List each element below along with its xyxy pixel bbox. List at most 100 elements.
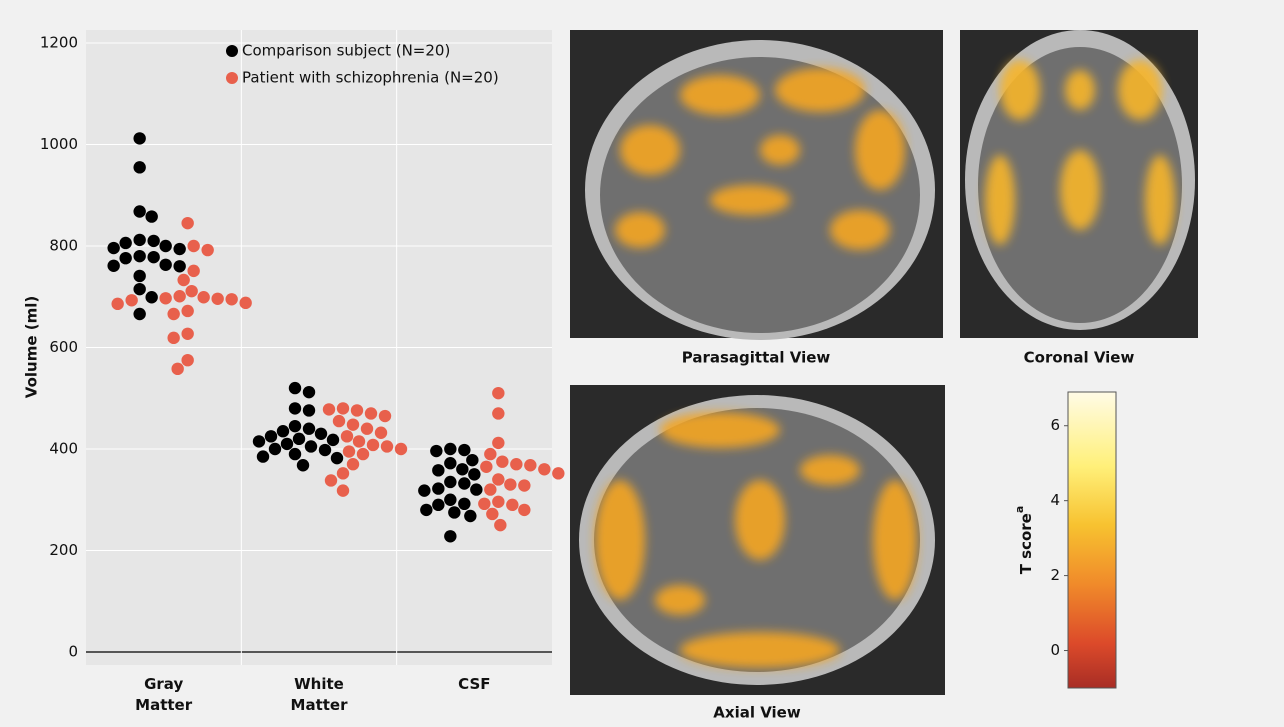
data-point [364,407,378,420]
data-point [420,503,433,517]
data-point [111,297,124,311]
data-point [225,293,238,306]
data-point [336,484,350,497]
image-caption: Axial View [713,704,801,722]
data-point [332,414,346,428]
data-point [346,458,360,471]
data-point [456,463,469,476]
data-point [418,484,431,497]
data-point [280,437,294,451]
data-point [133,249,146,263]
data-point [173,290,186,303]
image-caption: Coronal View [1024,349,1135,367]
data-point [430,444,443,458]
data-point [380,440,394,453]
legend-label: Patient with schizophrenia (N=20) [242,69,499,87]
data-point [276,425,290,438]
data-point [211,292,224,305]
data-point [484,483,497,496]
data-point [374,426,388,439]
colorbar [1067,391,1117,689]
data-point [288,419,302,433]
data-point [288,447,302,461]
x-tick-label: CSF [458,675,491,693]
data-point [107,241,120,255]
data-point [496,455,509,468]
data-point [478,497,491,511]
legend-label: Comparison subject (N=20) [242,42,450,60]
data-point [145,210,158,223]
data-point [432,464,445,477]
data-point [133,205,146,218]
y-tick-label: 1200 [40,34,78,52]
data-point [296,459,310,472]
data-point [288,381,302,395]
y-tick-label: 200 [49,541,78,559]
data-point [173,260,186,273]
data-point [492,386,505,400]
data-point [125,294,138,307]
data-point [468,468,481,481]
parasagittal-image [570,30,943,340]
data-point [336,467,350,480]
data-point [342,445,356,458]
data-point [356,447,370,461]
data-point [288,402,302,415]
data-point [119,251,132,265]
data-point [350,404,364,417]
data-point [252,435,266,448]
data-point [133,233,146,247]
data-point [239,296,252,310]
data-point [444,493,457,506]
data-point [484,447,497,461]
data-point [304,440,318,453]
data-point [314,427,328,440]
legend-marker [226,72,238,84]
data-point [492,436,505,450]
data-point [432,482,445,495]
data-point [492,407,505,420]
data-point [448,506,461,519]
axial-image [570,385,945,695]
coronal-image [960,30,1198,338]
y-axis-label: Volume (ml) [23,296,41,398]
colorbar-label-superscript: a [1013,506,1026,513]
image-caption: Parasagittal View [682,349,831,367]
data-point [330,451,344,465]
data-point [324,474,338,487]
data-point [181,304,194,318]
colorbar-tick-label: 0 [1050,641,1060,659]
data-point [133,282,146,296]
data-point [378,409,392,423]
data-point [394,442,408,456]
data-point [444,475,457,489]
data-point [302,385,316,399]
data-point [340,430,354,443]
data-point [171,362,184,376]
legend-marker [226,45,238,57]
data-point [326,433,340,447]
data-point [302,422,316,435]
data-point [133,269,146,283]
data-point [107,259,120,272]
y-tick-label: 400 [49,440,78,458]
data-point [318,443,332,457]
data-point [538,463,551,476]
data-point [322,403,336,416]
data-point [492,495,505,508]
data-point [187,264,200,278]
x-tick-label: Gray Matter [135,675,193,714]
data-point [256,450,270,463]
data-point [336,402,350,415]
data-point [518,503,531,517]
data-point [504,478,517,491]
data-point [458,497,471,511]
data-point [444,530,457,543]
data-point [506,498,519,512]
data-point [360,422,374,435]
data-point [173,242,186,256]
data-point [464,509,477,523]
data-point [264,430,278,443]
data-point [133,307,146,321]
